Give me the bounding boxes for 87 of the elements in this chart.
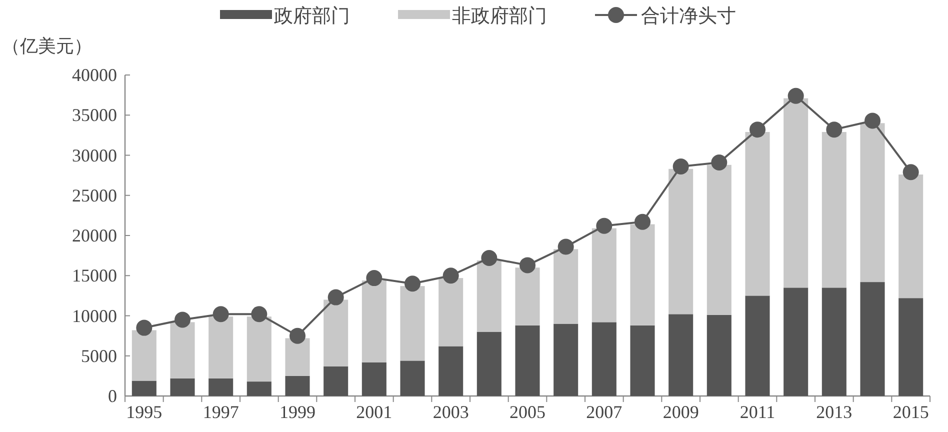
legend-label: 非政府部门 (452, 5, 547, 27)
bar (515, 268, 540, 326)
bar (208, 316, 234, 378)
bar (515, 325, 540, 396)
x-tick-label: 2011 (740, 402, 776, 422)
bar (285, 338, 310, 376)
bar (170, 322, 195, 378)
y-tick-label: 30000 (72, 145, 117, 166)
bar (668, 314, 694, 396)
bar (822, 132, 846, 288)
y-tick-label: 20000 (72, 226, 117, 246)
point (442, 268, 459, 284)
bar (668, 168, 694, 314)
bar (170, 378, 195, 396)
point (596, 218, 612, 234)
bar (706, 164, 732, 315)
bar (860, 123, 885, 282)
x-tick-label: 2001 (356, 402, 392, 422)
y-tick-label: 10000 (72, 306, 117, 326)
bar (285, 376, 310, 396)
point (864, 112, 880, 129)
bar (438, 346, 464, 396)
point (174, 312, 190, 328)
point (404, 276, 420, 292)
bar (784, 288, 808, 396)
point (136, 320, 152, 336)
x-tick-label: 2003 (432, 402, 469, 422)
x-tick-label: 2015 (892, 402, 929, 422)
y-tick-label: 15000 (72, 266, 117, 286)
bar (400, 286, 425, 361)
point (251, 306, 268, 322)
x-tick-label: 1995 (126, 402, 162, 422)
point (826, 122, 842, 138)
bar (592, 228, 616, 322)
legend-label: 政府部门 (274, 5, 350, 27)
y-tick-label: 35000 (72, 105, 117, 126)
point (711, 154, 728, 170)
x-tick-label: 1997 (202, 402, 239, 422)
x-tick-label: 2007 (586, 402, 622, 422)
bar (630, 224, 655, 326)
bar (362, 280, 386, 362)
point (290, 328, 306, 344)
point (366, 270, 382, 286)
bar (554, 249, 578, 324)
x-tick-label: 2013 (816, 402, 852, 422)
bar (745, 132, 770, 296)
bar (324, 366, 348, 396)
y-tick-label: 5000 (81, 346, 117, 366)
y-tick-label: 25000 (72, 185, 117, 206)
bar (822, 288, 846, 396)
bar (706, 314, 732, 396)
bar (630, 325, 655, 396)
legend-label: 合计净头寸 (641, 6, 736, 27)
bar (246, 316, 272, 382)
bar (898, 298, 924, 396)
bar (208, 378, 234, 396)
bar (400, 360, 425, 396)
x-tick-label: 1999 (280, 402, 316, 422)
bar (132, 330, 156, 381)
bar (860, 282, 885, 396)
point (788, 88, 804, 104)
y-axis-title: （亿美元） (2, 36, 92, 56)
point (902, 164, 919, 180)
bar (784, 98, 808, 288)
bar (745, 296, 770, 396)
bar (132, 380, 156, 396)
point (212, 306, 229, 322)
point (558, 238, 574, 255)
point (520, 257, 536, 274)
y-tick-label: 0 (108, 386, 117, 406)
point (481, 250, 498, 266)
x-tick-label: 2005 (510, 402, 546, 422)
point (672, 158, 689, 174)
x-tick-label: 2009 (662, 402, 699, 422)
y-tick-label: 40000 (72, 65, 117, 85)
point (328, 289, 344, 306)
point (634, 214, 650, 230)
bar (438, 278, 464, 346)
point (750, 122, 766, 138)
bar (592, 322, 616, 396)
bar (246, 382, 272, 396)
bar (362, 362, 386, 396)
bar (898, 174, 924, 298)
bar (554, 324, 578, 396)
bar (476, 332, 502, 396)
bar (476, 260, 502, 332)
bar (324, 300, 348, 366)
